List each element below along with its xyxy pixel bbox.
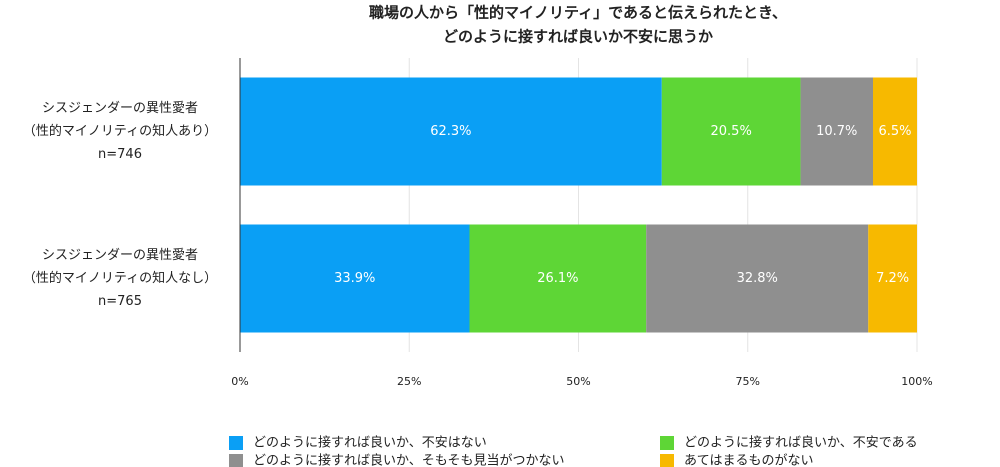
x-tick-label: 50% [566,375,590,388]
chart-title: どのように接すれば良いか不安に思うか [443,28,713,46]
legend-swatch [660,436,674,450]
data-label: 10.7% [816,124,857,139]
legend-label: あてはまるものがない [684,454,813,467]
x-tick-label: 0% [231,375,248,388]
data-label: 20.5% [711,124,752,139]
legend-swatch [229,454,243,467]
y-tick-label: シスジェンダーの異性愛者 [42,248,198,263]
legend-label: どのように接すれば良いか、そもそも見当がつかない [253,453,564,467]
y-tick-label: n=746 [98,147,142,162]
legend-label: どのように接すれば良いか、不安である [684,435,918,451]
legend-swatch [229,436,243,450]
bar-segment [240,224,470,333]
y-tick-label: （性的マイノリティの知人あり） [23,123,217,139]
bar-segment [868,224,917,333]
data-label: 26.1% [537,271,578,286]
bar-segment [646,224,869,333]
data-label: 33.9% [334,271,375,286]
legend-label: どのように接すれば良いか、不安はない [253,435,487,451]
bar-segment [661,77,801,186]
x-tick-label: 75% [736,375,760,388]
x-tick-label: 25% [397,375,421,388]
y-tick-label: （性的マイノリティの知人なし） [23,270,217,286]
y-tick-label: シスジェンダーの異性愛者 [42,101,198,116]
bar-segment [872,77,917,186]
data-label: 7.2% [876,271,909,286]
data-label: 32.8% [737,271,778,286]
data-label: 6.5% [878,124,911,139]
data-label: 62.3% [430,124,471,139]
bar-segment [800,77,873,186]
legend-swatch [660,454,674,467]
y-tick-label: n=765 [98,294,142,309]
bar-segment [240,77,662,186]
x-tick-label: 100% [901,375,932,388]
chart-title: 職場の人から「性的マイノリティ」であると伝えられたとき、 [369,4,787,22]
bar-segment [469,224,647,333]
